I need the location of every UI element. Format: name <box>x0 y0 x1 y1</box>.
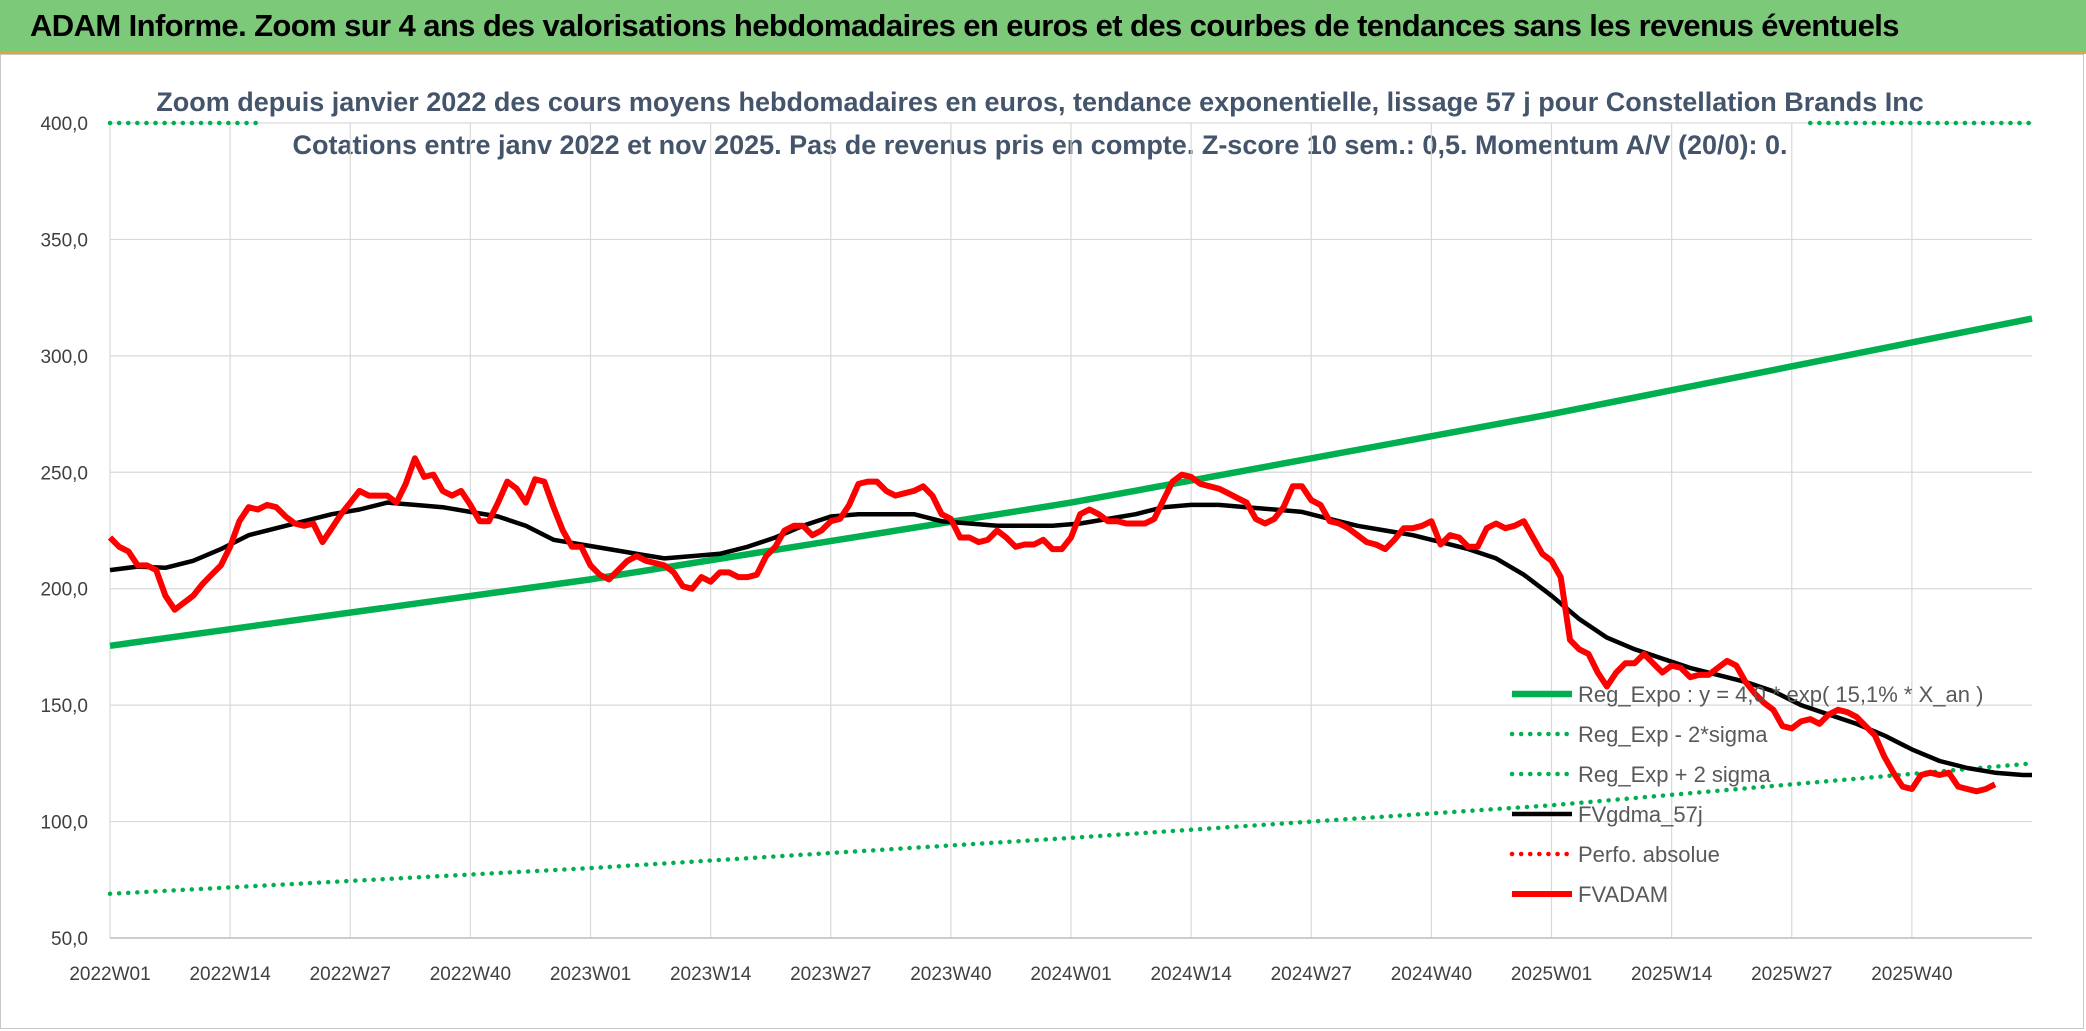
x-tick-label: 2022W40 <box>430 964 511 985</box>
grid <box>109 122 2032 939</box>
y-tick-label: 350,0 <box>40 230 88 251</box>
x-tick-label: 2024W14 <box>1150 964 1232 985</box>
chart-subtitle: Cotations entre janv 2022 et nov 2025. P… <box>292 130 1787 160</box>
x-tick-label: 2022W14 <box>189 964 271 985</box>
x-tick-label: 2022W01 <box>69 964 150 985</box>
x-tick-label: 2025W14 <box>1631 964 1713 985</box>
report-header-banner: ADAM Informe. Zoom sur 4 ans des valoris… <box>0 0 2086 54</box>
series-line-reg-exp-2-sigma <box>107 761 2035 897</box>
y-tick-label: 250,0 <box>40 463 88 484</box>
chart-title: Zoom depuis janvier 2022 des cours moyen… <box>156 87 1924 117</box>
x-tick-label: 2023W27 <box>790 964 871 985</box>
legend-label: FVADAM <box>1578 882 1668 907</box>
y-tick-label: 100,0 <box>40 813 88 834</box>
x-tick-label: 2023W14 <box>670 964 752 985</box>
x-axis: 2022W01 2022W14 2022W27 2022W40 2023W01 2023W… <box>69 964 1952 985</box>
y-tick-label: 50,0 <box>51 929 88 950</box>
legend-label: FVgdma_57j <box>1578 802 1703 827</box>
plot-series <box>107 120 2035 897</box>
legend-label: Reg_Expo : y = 4,0 * exp( 15,1% * X_an ) <box>1578 682 1983 707</box>
legend-label: Perfo. absolue <box>1578 842 1720 867</box>
x-tick-label: 2023W01 <box>550 964 631 985</box>
x-tick-label: 2022W27 <box>310 964 391 985</box>
x-tick-label: 2025W01 <box>1511 964 1592 985</box>
series-line-fvadam <box>107 455 1997 795</box>
series-line-fvgdma-57j <box>109 500 2032 778</box>
y-tick-label: 300,0 <box>40 347 88 368</box>
x-tick-label: 2024W01 <box>1030 964 1111 985</box>
y-tick-label: 150,0 <box>40 696 88 717</box>
report-title: ADAM Informe. Zoom sur 4 ans des valoris… <box>30 8 1900 43</box>
legend-label: Reg_Exp - 2*sigma <box>1578 722 1768 747</box>
x-tick-label: 2023W40 <box>910 964 991 985</box>
y-tick-label: 400,0 <box>40 114 88 135</box>
series-line-reg-expo-y-4-0-exp-15-1-x-an <box>109 315 2033 650</box>
legend-label: Reg_Exp + 2 sigma <box>1578 762 1771 787</box>
x-tick-label: 2024W27 <box>1271 964 1352 985</box>
chart-frame <box>0 54 2084 1029</box>
legend: Reg_Expo : y = 4,0 * exp( 15,1% * X_an )… <box>1509 682 1983 907</box>
y-axis: 50,0 100,0 150,0 200,0 250,0 300,0 350,0 400,0 <box>40 114 88 950</box>
x-tick-label: 2025W40 <box>1871 964 1952 985</box>
x-tick-label: 2024W40 <box>1391 964 1472 985</box>
y-tick-label: 200,0 <box>40 580 88 601</box>
x-tick-label: 2025W27 <box>1751 964 1832 985</box>
